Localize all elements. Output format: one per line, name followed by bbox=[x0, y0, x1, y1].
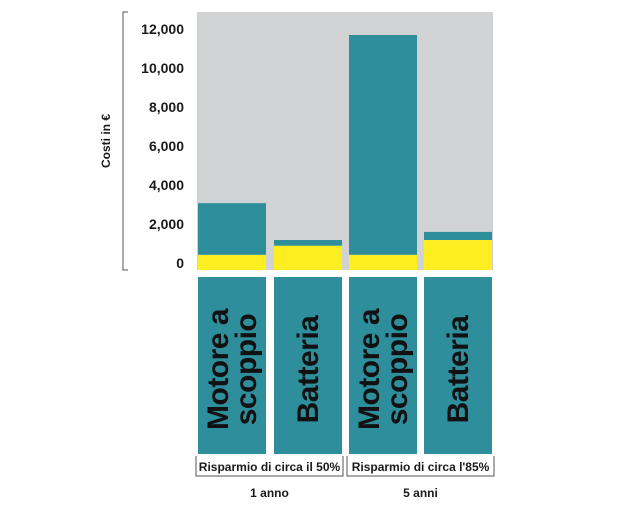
bar-segment-top bbox=[349, 35, 417, 255]
savings-label: Risparmio di circa il 50% bbox=[199, 460, 341, 474]
savings-label: Risparmio di circa l'85% bbox=[352, 460, 490, 474]
group-label: 1 anno bbox=[250, 486, 289, 500]
y-tick-label: 2,000 bbox=[149, 216, 184, 232]
bar-segment-bottom bbox=[198, 254, 266, 270]
savings-bracket bbox=[346, 456, 495, 477]
category-label-line: scoppio bbox=[381, 314, 414, 426]
group-label: 5 anni bbox=[403, 486, 438, 500]
category-box bbox=[424, 277, 492, 454]
y-tick-label: 10,000 bbox=[141, 60, 184, 76]
category-label-line: Motore a bbox=[202, 308, 235, 430]
category-label: Batteria bbox=[292, 315, 325, 424]
bars bbox=[198, 35, 492, 270]
category-box bbox=[198, 277, 266, 454]
bar-segment-bottom bbox=[274, 245, 342, 270]
category-label-line: Motore a bbox=[353, 308, 386, 430]
bar-segment-top bbox=[198, 203, 266, 255]
bar-segment-top bbox=[274, 240, 342, 246]
category-box bbox=[349, 277, 417, 454]
annotations: Risparmio di circa il 50% Risparmio di ci… bbox=[195, 456, 495, 500]
y-tick-labels: 12,000 10,000 8,000 6,000 4,000 2,000 0 bbox=[141, 21, 184, 271]
category-label-line: Batteria bbox=[292, 315, 325, 424]
y-axis-bracket bbox=[122, 11, 128, 271]
y-tick-label: 8,000 bbox=[149, 99, 184, 115]
y-axis-label: Costi in € bbox=[99, 114, 113, 168]
category-label-line: scoppio bbox=[230, 314, 263, 426]
bar-segment-bottom bbox=[424, 240, 492, 270]
y-tick-label: 4,000 bbox=[149, 177, 184, 193]
y-tick-label: 12,000 bbox=[141, 21, 184, 37]
y-tick-label: 0 bbox=[176, 255, 184, 271]
category-label: Batteria bbox=[442, 315, 475, 424]
category-box bbox=[274, 277, 342, 454]
bar-segment-bottom bbox=[349, 254, 417, 270]
category-label-line: Batteria bbox=[442, 315, 475, 424]
bar-segment-top bbox=[424, 231, 492, 241]
y-tick-label: 6,000 bbox=[149, 138, 184, 154]
savings-bracket bbox=[195, 456, 344, 477]
